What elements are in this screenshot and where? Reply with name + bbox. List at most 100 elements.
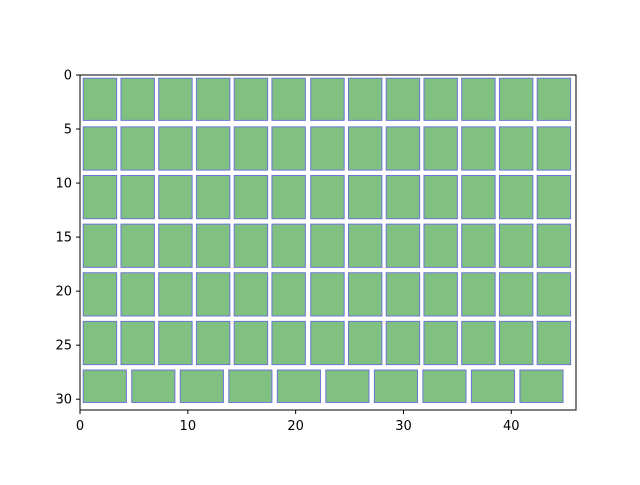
cell-r1-c4 xyxy=(233,126,269,171)
cell-r3-c2 xyxy=(158,223,193,268)
cell-r6-c1 xyxy=(131,369,176,403)
cell-r6-c4 xyxy=(276,369,321,403)
cell-r3-c12 xyxy=(536,223,572,268)
cell-r2-c6 xyxy=(310,175,345,220)
cell-r5-c3 xyxy=(195,320,231,366)
cell-r6-c3 xyxy=(228,369,273,403)
cell-r1-c2 xyxy=(158,126,193,171)
cell-r0-c4 xyxy=(233,77,269,121)
y-tick-label: 25 xyxy=(55,339,72,354)
cell-r5-c10 xyxy=(461,320,496,366)
cell-r3-c6 xyxy=(310,223,345,268)
x-tick-label: 20 xyxy=(287,419,304,434)
cell-r6-c0 xyxy=(82,369,127,403)
y-axis: 0 5 10 15 20 25 30 xyxy=(55,69,80,408)
cell-r1-c0 xyxy=(82,126,118,171)
cell-r6-c9 xyxy=(519,369,564,403)
cell-r2-c11 xyxy=(498,175,534,220)
cell-r5-c4 xyxy=(233,320,269,366)
cell-r5-c7 xyxy=(347,320,383,366)
cell-r4-c4 xyxy=(233,272,269,317)
cell-r6-c8 xyxy=(470,369,516,403)
cell-r2-c2 xyxy=(158,175,193,220)
x-tick-label: 30 xyxy=(395,419,412,434)
cell-r0-c0 xyxy=(82,77,118,121)
cell-r0-c5 xyxy=(271,77,306,121)
cell-r3-c11 xyxy=(498,223,534,268)
cell-r0-c8 xyxy=(385,77,421,121)
cell-r1-c1 xyxy=(120,126,155,171)
cell-r3-c8 xyxy=(385,223,421,268)
cell-r4-c11 xyxy=(498,272,534,317)
cell-r5-c1 xyxy=(120,320,155,366)
cell-r3-c4 xyxy=(233,223,269,268)
cell-r1-c12 xyxy=(536,126,572,171)
cell-r1-c8 xyxy=(385,126,421,171)
cell-r4-c6 xyxy=(310,272,345,317)
cell-r1-c10 xyxy=(461,126,496,171)
x-tick-label: 10 xyxy=(180,419,197,434)
cell-r5-c5 xyxy=(271,320,306,366)
cell-r5-c0 xyxy=(82,320,118,366)
cell-r4-c8 xyxy=(385,272,421,317)
cell-r0-c10 xyxy=(461,77,496,121)
cell-r0-c6 xyxy=(310,77,345,121)
y-tick-label: 0 xyxy=(64,69,72,84)
cell-r2-c0 xyxy=(82,175,118,220)
cell-r4-c2 xyxy=(158,272,193,317)
cell-r2-c7 xyxy=(347,175,383,220)
cell-r3-c7 xyxy=(347,223,383,268)
cell-r3-c0 xyxy=(82,223,118,268)
cell-r4-c3 xyxy=(195,272,231,317)
cell-r5-c2 xyxy=(158,320,193,366)
plot-frame xyxy=(79,74,577,411)
cell-r5-c11 xyxy=(498,320,534,366)
cell-r2-c4 xyxy=(233,175,269,220)
cell-r0-c11 xyxy=(498,77,534,121)
cell-r3-c1 xyxy=(120,223,155,268)
y-tick-label: 20 xyxy=(55,285,72,300)
cell-r2-c3 xyxy=(195,175,231,220)
cell-r4-c10 xyxy=(461,272,496,317)
cell-r2-c5 xyxy=(271,175,306,220)
cell-r4-c12 xyxy=(536,272,572,317)
cell-r5-c8 xyxy=(385,320,421,366)
y-tick-label: 5 xyxy=(64,123,72,138)
cell-r2-c12 xyxy=(536,175,572,220)
cell-r2-c8 xyxy=(385,175,421,220)
cell-r5-c12 xyxy=(536,320,572,366)
cell-r4-c1 xyxy=(120,272,155,317)
cell-r3-c10 xyxy=(461,223,496,268)
y-tick-label: 10 xyxy=(55,177,72,192)
cell-r6-c7 xyxy=(422,369,467,403)
cell-r3-c9 xyxy=(423,223,458,268)
cell-r1-c5 xyxy=(271,126,306,171)
cell-r4-c7 xyxy=(347,272,383,317)
cell-r0-c9 xyxy=(423,77,458,121)
cell-r1-c6 xyxy=(310,126,345,171)
cell-r2-c10 xyxy=(461,175,496,220)
cell-r0-c12 xyxy=(536,77,572,121)
cell-r3-c5 xyxy=(271,223,306,268)
x-tick-label: 40 xyxy=(503,419,520,434)
cell-r5-c9 xyxy=(423,320,458,366)
cell-r0-c3 xyxy=(195,77,231,121)
cell-r4-c0 xyxy=(82,272,118,317)
cell-r0-c1 xyxy=(120,77,155,121)
cell-r1-c11 xyxy=(498,126,534,171)
x-tick-label: 0 xyxy=(76,419,84,434)
cell-r2-c9 xyxy=(423,175,458,220)
cells-layer xyxy=(82,77,572,403)
cell-r1-c7 xyxy=(347,126,383,171)
cell-r3-c3 xyxy=(195,223,231,268)
cell-r1-c9 xyxy=(423,126,458,171)
cell-r2-c1 xyxy=(120,175,155,220)
cell-r5-c6 xyxy=(310,320,345,366)
cell-r6-c5 xyxy=(325,369,370,403)
cell-r6-c6 xyxy=(373,369,418,403)
cell-r4-c5 xyxy=(271,272,306,317)
y-tick-label: 15 xyxy=(55,231,72,246)
x-axis: 0 10 20 30 40 xyxy=(76,410,520,434)
y-tick-label: 30 xyxy=(55,393,72,408)
